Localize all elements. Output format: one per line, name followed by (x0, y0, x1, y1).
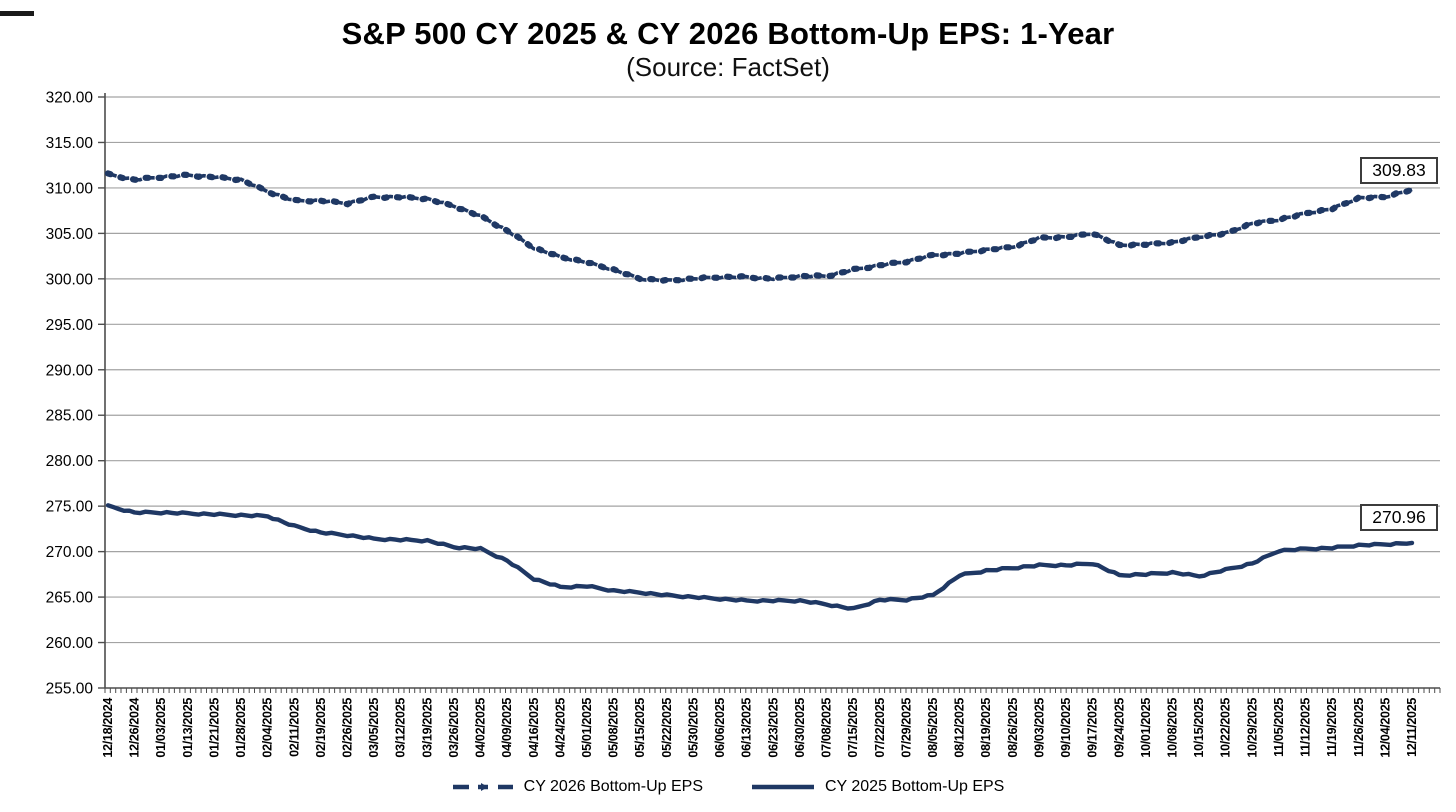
legend-item-cy2026: CY 2026 Bottom-Up EPS (452, 778, 703, 796)
x-axis-label: 06/13/2025 (740, 698, 754, 758)
x-axis-label: 02/04/2025 (261, 698, 275, 758)
x-axis-label: 09/24/2025 (1112, 698, 1126, 758)
x-axis-label: 12/04/2025 (1378, 698, 1392, 758)
x-axis-label: 10/15/2025 (1192, 698, 1206, 758)
x-axis-label: 02/11/2025 (287, 698, 301, 757)
x-axis-label: 04/02/2025 (474, 698, 488, 758)
x-axis-label: 08/12/2025 (953, 698, 967, 758)
x-axis-label: 07/15/2025 (846, 698, 860, 758)
x-axis-ticks (104, 688, 1441, 693)
x-axis-labels: 12/18/2024 12/26/2024 01/03/2025 01/13/2025… (101, 698, 1419, 758)
x-axis-label: 03/26/2025 (447, 698, 461, 758)
chart-subtitle: (Source: FactSet) (626, 52, 830, 82)
x-axis-label: 04/09/2025 (500, 698, 514, 758)
x-axis-label: 05/22/2025 (660, 698, 674, 758)
x-axis-label: 12/11/2025 (1405, 698, 1419, 757)
legend-label-cy2026: CY 2026 Bottom-Up EPS (523, 778, 703, 795)
axes (104, 93, 1440, 689)
y-axis-label: 260.00 (46, 635, 94, 652)
y-axis-labels: 320.00 315.00 310.00 305.00 300.00 295.00 290.… (46, 90, 105, 698)
series-lines (104, 170, 1416, 611)
end-value-box-cy2026: 309.83 (1360, 157, 1438, 184)
y-axis-label: 305.00 (46, 226, 94, 243)
y-axis-label: 290.00 (46, 362, 94, 379)
x-axis-label: 02/19/2025 (314, 698, 328, 758)
x-axis-label: 07/22/2025 (873, 698, 887, 758)
x-axis-label: 08/26/2025 (1006, 698, 1020, 758)
daily-ticks (104, 688, 1441, 693)
x-axis-label: 01/21/2025 (207, 698, 221, 758)
x-axis-label: 03/05/2025 (367, 698, 381, 758)
x-axis-label: 05/30/2025 (686, 698, 700, 758)
corner-artifact-mark (0, 11, 34, 16)
x-axis-label: 09/03/2025 (1032, 698, 1046, 758)
y-axis-label: 295.00 (46, 317, 94, 334)
x-axis-label: 06/30/2025 (793, 698, 807, 758)
x-axis-label: 07/29/2025 (899, 698, 913, 758)
x-axis-label: 01/13/2025 (181, 698, 195, 758)
x-axis-label: 12/26/2024 (128, 698, 142, 758)
y-axis-label: 300.00 (46, 271, 94, 288)
legend-dashed-line-sample (452, 783, 513, 791)
x-axis-label: 09/17/2025 (1086, 698, 1100, 758)
chart-legend: CY 2026 Bottom-Up EPS CY 2025 Bottom-Up … (0, 778, 1456, 796)
series-line-cy2025 (105, 503, 1415, 611)
y-axis-label: 320.00 (46, 90, 94, 107)
y-axis-label: 270.00 (46, 544, 94, 561)
x-axis-label: 02/26/2025 (341, 698, 355, 758)
legend-item-cy2025: CY 2025 Bottom-Up EPS (751, 778, 1004, 796)
x-axis-label: 10/08/2025 (1165, 698, 1179, 758)
chart-title: S&P 500 CY 2025 & CY 2026 Bottom-Up EPS:… (341, 16, 1115, 51)
x-axis-label: 11/12/2025 (1299, 698, 1313, 757)
gridlines (105, 96, 1440, 644)
x-axis-label: 06/23/2025 (766, 698, 780, 758)
x-axis-label: 04/24/2025 (553, 698, 567, 758)
x-axis-label: 11/05/2025 (1272, 698, 1286, 757)
x-axis-label: 03/19/2025 (420, 698, 434, 758)
x-axis-label: 12/18/2024 (101, 698, 115, 758)
x-axis-label: 06/06/2025 (713, 698, 727, 758)
y-axis-label: 315.00 (46, 135, 94, 152)
x-axis-label: 08/19/2025 (979, 698, 993, 758)
y-axis-label: 265.00 (46, 590, 94, 607)
series-line-cy2026 (107, 171, 1413, 283)
legend-label-cy2025: CY 2025 Bottom-Up EPS (825, 778, 1005, 795)
x-axis-label: 10/29/2025 (1245, 698, 1259, 758)
x-axis-label: 03/12/2025 (394, 698, 408, 758)
legend-solid-line-sample (752, 784, 814, 790)
y-axis-label: 285.00 (46, 408, 94, 425)
y-axis-label: 310.00 (46, 180, 94, 197)
x-axis-label: 07/08/2025 (820, 698, 834, 758)
y-axis-label: 280.00 (46, 453, 94, 470)
end-value-box-cy2025: 270.96 (1360, 504, 1438, 531)
x-axis-label: 09/10/2025 (1059, 698, 1073, 758)
x-axis-label: 01/03/2025 (154, 698, 168, 758)
x-axis-label: 11/26/2025 (1352, 698, 1366, 757)
x-axis-label: 10/22/2025 (1219, 698, 1233, 758)
y-axis-label: 275.00 (46, 499, 94, 516)
x-axis-label: 05/15/2025 (633, 698, 647, 758)
x-axis-label: 11/19/2025 (1325, 698, 1339, 757)
x-axis-label: 08/05/2025 (926, 698, 940, 758)
x-axis-label: 05/08/2025 (607, 698, 621, 758)
series-markers-cy2026 (104, 170, 1416, 285)
x-axis-label: 01/28/2025 (234, 698, 248, 758)
y-axis-label: 255.00 (46, 681, 94, 698)
x-axis-label: 10/01/2025 (1139, 698, 1153, 758)
x-axis-label: 05/01/2025 (580, 698, 594, 758)
x-axis-label: 04/16/2025 (527, 698, 541, 758)
